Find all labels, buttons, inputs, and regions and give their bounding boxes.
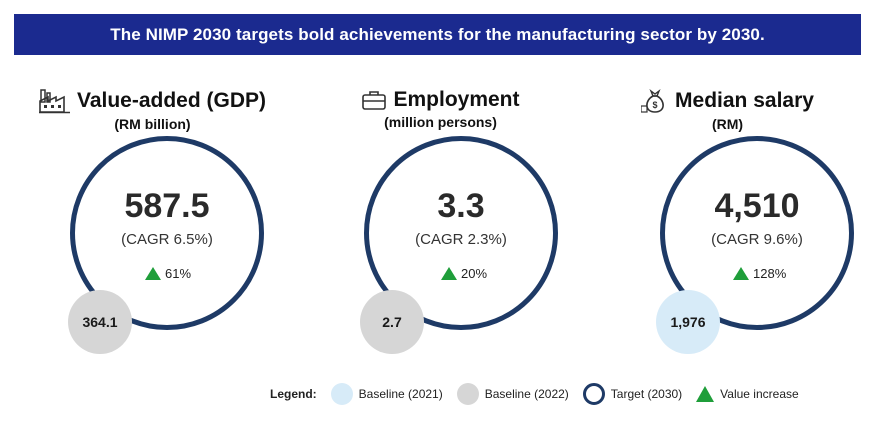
legend: Legend: Baseline (2021) Baseline (2022) … [270, 383, 813, 405]
money-bag-icon: $ [641, 88, 669, 114]
metric-unit: (million persons) [384, 114, 497, 130]
baseline-circle-gdp: 364.1 [68, 290, 132, 354]
cagr-label: (CAGR 6.5%) [121, 231, 213, 248]
value-increase: 20% [441, 266, 487, 281]
target-value: 4,510 [714, 187, 800, 225]
light-blue-circle-icon [330, 383, 353, 405]
headline-banner: The NIMP 2030 targets bold achievements … [14, 14, 861, 55]
value-increase: 61% [145, 266, 191, 281]
metric-unit: (RM billion) [114, 116, 191, 132]
legend-item-baseline-2021: Baseline (2021) [330, 383, 443, 405]
increase-label: 20% [461, 266, 488, 281]
metric-title: Median salary [675, 89, 814, 112]
grey-circle-icon [456, 383, 479, 405]
legend-label: Baseline (2022) [484, 387, 569, 401]
legend-label: Value increase [720, 387, 799, 401]
baseline-circle-salary: 1,976 [656, 290, 720, 354]
metric-unit: (RM) [711, 116, 744, 132]
baseline-circle-employment: 2.7 [360, 290, 424, 354]
up-triangle-icon [145, 267, 161, 280]
svg-text:$: $ [653, 100, 658, 110]
factory-icon [38, 88, 71, 114]
legend-item-baseline-2022: Baseline (2022) [456, 383, 569, 405]
cagr-label: (CAGR 2.3%) [415, 231, 507, 248]
legend-label: Target (2030) [610, 387, 683, 401]
target-value: 3.3 [437, 187, 485, 225]
value-increase: 128% [733, 266, 786, 281]
legend-item-value-increase: Value increase [696, 386, 799, 402]
up-triangle-icon [441, 267, 457, 280]
metric-title: Value-added (GDP) [76, 89, 267, 112]
legend-item-target-2030: Target (2030) [582, 383, 683, 405]
cagr-label: (CAGR 9.6%) [711, 231, 803, 248]
metric-title: Employment [393, 88, 520, 111]
metric-salary-header: $ Median salary (RM) [595, 88, 860, 132]
briefcase-icon [361, 89, 387, 111]
up-triangle-icon [696, 386, 715, 402]
metric-gdp-header: Value-added (GDP) (RM billion) [20, 88, 285, 132]
increase-label: 61% [165, 266, 192, 281]
legend-title: Legend: [270, 387, 317, 401]
metric-employment-header: Employment (million persons) [308, 88, 573, 130]
ring-icon [582, 383, 605, 405]
target-value: 587.5 [124, 187, 210, 225]
legend-label: Baseline (2021) [358, 387, 443, 401]
up-triangle-icon [733, 267, 749, 280]
increase-label: 128% [753, 266, 787, 281]
